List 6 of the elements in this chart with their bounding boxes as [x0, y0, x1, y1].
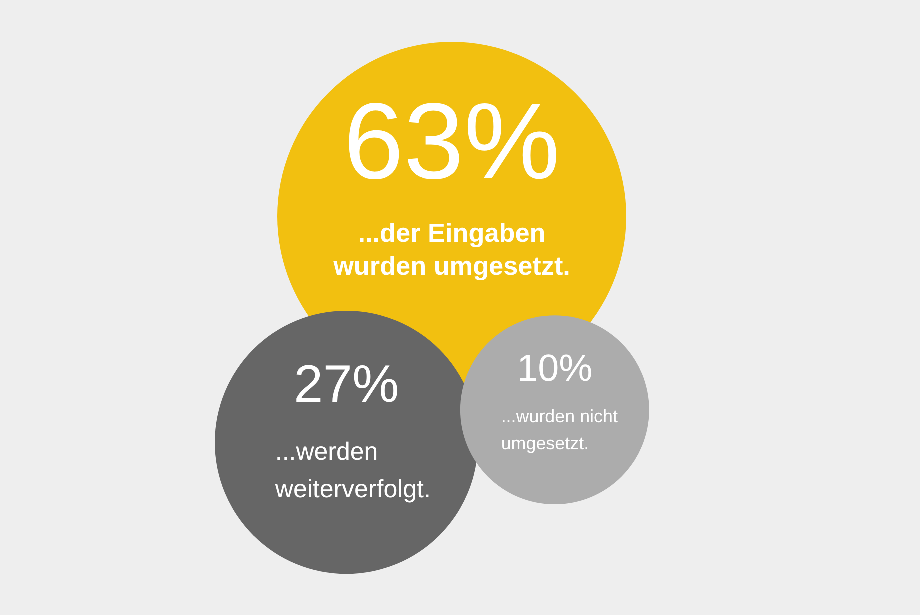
category-label: ...werden weiterverfolgt. [274, 438, 431, 504]
category-label: ...wurden nicht umgesetzt. [501, 406, 618, 454]
data-label: 63% [344, 80, 560, 202]
data-label: 10% [517, 348, 593, 390]
data-label: 27% [294, 354, 400, 414]
category-label: ...der Eingaben wurden umgesetzt. [332, 218, 570, 281]
